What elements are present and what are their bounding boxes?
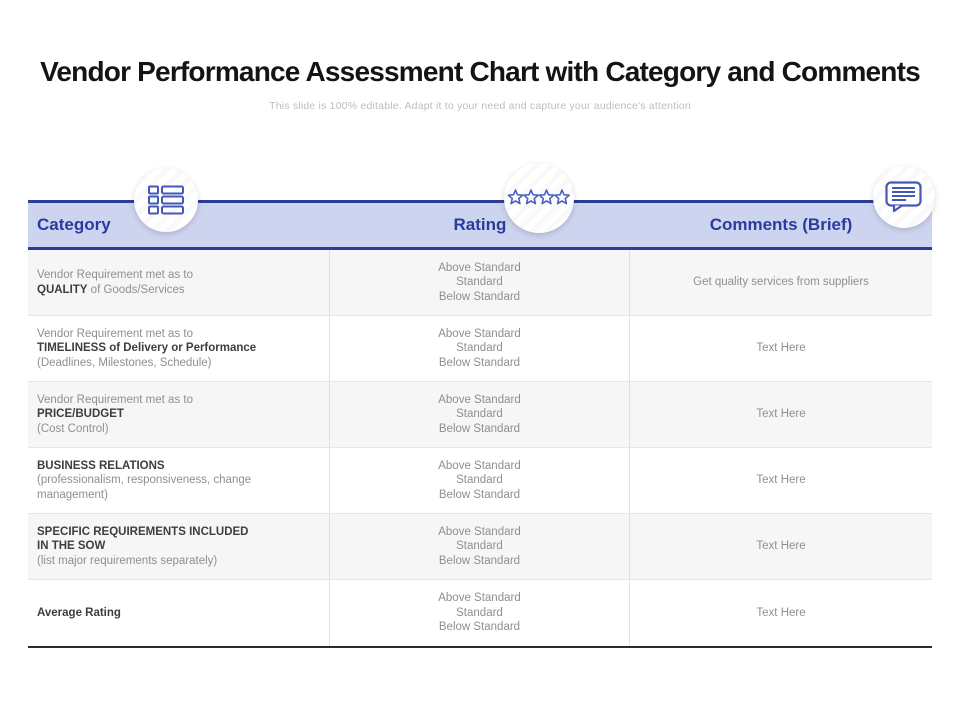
rating-option: Above Standard [438,393,521,406]
category-text: Vendor Requirement met as to [37,269,193,281]
table-body: Vendor Requirement met as to QUALITY of G… [28,250,932,648]
category-cell: SPECIFIC REQUIREMENTS INCLUDED IN THE SOW… [28,514,330,579]
category-text: Vendor Requirement met as to [37,327,193,340]
comments-icon-badge [873,166,935,228]
table-row: Vendor Requirement met as to PRICE/BUDGET… [28,382,932,448]
assessment-table: Category Rating Comments (Brief) Vendor … [28,200,932,648]
rating-cell: Above Standard Standard Below Standard [330,580,631,646]
rating-option: Standard [456,342,503,355]
category-line: (Cost Control) [37,422,109,437]
category-line: BUSINESS RELATIONS [37,459,165,474]
rating-stars-icon [507,189,570,205]
rating-option: Standard [456,474,503,487]
rating-option: Above Standard [438,327,521,340]
comment-text: Text Here [756,342,806,355]
category-line: (list major requirements separately) [37,554,217,569]
category-line: IN THE SOW [37,539,105,554]
speech-bubble-icon [885,181,922,213]
page-title: Vendor Performance Assessment Chart with… [40,56,921,87]
category-line: (professionalism, responsiveness, change… [37,473,317,502]
category-line: Vendor Requirement met as to [37,268,193,283]
rating-option: Below Standard [438,422,521,435]
rating-cell: Above Standard Standard Below Standard [330,250,631,315]
comment-text: Text Here [756,408,806,421]
category-cell: Vendor Requirement met as to TIMELINESS o… [28,316,330,381]
category-line: QUALITY of Goods/Services [37,283,185,298]
rating-option: Below Standard [438,621,521,634]
rating-icon-badge [504,163,574,233]
rating-cell: Above Standard Standard Below Standard [330,316,631,381]
category-line: PRICE/BUDGET [37,407,124,422]
rating-option: Standard [456,606,503,619]
category-line: (Deadlines, Milestones, Schedule) [37,356,212,371]
table-row: BUSINESS RELATIONS (professionalism, resp… [28,448,932,514]
comment-text: Get quality services from suppliers [693,276,869,289]
table-row: Average Rating Above Standard Standard Belo… [28,580,932,646]
rating-option: Above Standard [438,459,521,472]
category-text: (Deadlines, Milestones, Schedule) [37,356,212,369]
category-term: BUSINESS RELATIONS [37,459,165,472]
category-cell: Vendor Requirement met as to PRICE/BUDGET… [28,382,330,447]
comment-cell: Text Here [630,580,932,646]
rating-cell: Above Standard Standard Below Standard [330,514,631,579]
category-line: Average Rating [37,606,121,621]
rating-option: Above Standard [438,592,521,605]
table-row: Vendor Requirement met as to TIMELINESS o… [28,316,932,382]
category-line: SPECIFIC REQUIREMENTS INCLUDED [37,525,249,540]
comment-cell: Get quality services from suppliers [630,250,932,315]
rating-option: Standard [456,408,503,421]
page-subtitle: This slide is 100% editable. Adapt it to… [269,100,691,112]
category-cell: Average Rating [28,580,330,646]
comment-text: Text Here [756,606,806,619]
table-row: SPECIFIC REQUIREMENTS INCLUDED IN THE SOW… [28,514,932,580]
rating-option: Above Standard [438,261,521,274]
comment-cell: Text Here [630,448,932,513]
comment-cell: Text Here [630,316,932,381]
rating-option: Below Standard [438,290,521,303]
category-term: TIMELINESS of Delivery or Performance [37,342,257,355]
rating-option: Standard [456,276,503,289]
comment-cell: Text Here [630,382,932,447]
category-term: QUALITY [37,283,88,296]
category-line: Vendor Requirement met as to [37,393,193,408]
rating-cell: Above Standard Standard Below Standard [330,382,631,447]
comment-text: Text Here [756,540,806,553]
comment-text: Text Here [756,474,806,487]
category-cell: BUSINESS RELATIONS (professionalism, resp… [28,448,330,513]
rating-option: Below Standard [438,554,521,567]
table-row: Vendor Requirement met as to QUALITY of G… [28,250,932,316]
header-rating: Rating [453,215,507,234]
category-cell: Vendor Requirement met as to QUALITY of G… [28,250,330,315]
rating-option: Below Standard [438,488,521,501]
category-text: of Goods/Services [87,283,185,296]
category-text: (professionalism, responsiveness, change… [37,474,255,501]
category-term: SPECIFIC REQUIREMENTS INCLUDED [37,525,249,538]
category-text: (Cost Control) [37,422,109,435]
category-term: Average Rating [37,606,121,619]
category-icon-badge [134,168,198,232]
category-text: Vendor Requirement met as to [37,393,193,406]
category-term: IN THE SOW [37,540,106,553]
category-text: (list major requirements separately) [37,554,218,567]
comment-cell: Text Here [630,514,932,579]
category-term: PRICE/BUDGET [37,408,124,421]
rating-cell: Above Standard Standard Below Standard [330,448,631,513]
list-icon [148,185,184,215]
header-comments: Comments (Brief) [709,215,853,234]
category-line: Vendor Requirement met as to [37,327,193,342]
rating-option: Standard [456,540,503,553]
header-category: Category [37,215,111,234]
rating-option: Below Standard [438,356,521,369]
category-line: TIMELINESS of Delivery or Performance [37,341,256,356]
rating-option: Above Standard [438,525,521,538]
